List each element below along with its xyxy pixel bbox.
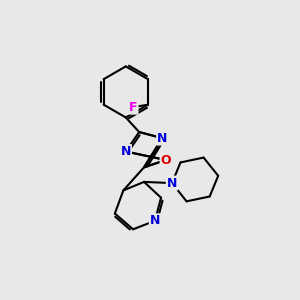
Text: N: N [150, 214, 160, 227]
Text: O: O [160, 154, 171, 166]
Text: N: N [121, 145, 131, 158]
Text: N: N [167, 177, 177, 190]
Text: F: F [129, 100, 138, 114]
Text: N: N [157, 132, 167, 145]
